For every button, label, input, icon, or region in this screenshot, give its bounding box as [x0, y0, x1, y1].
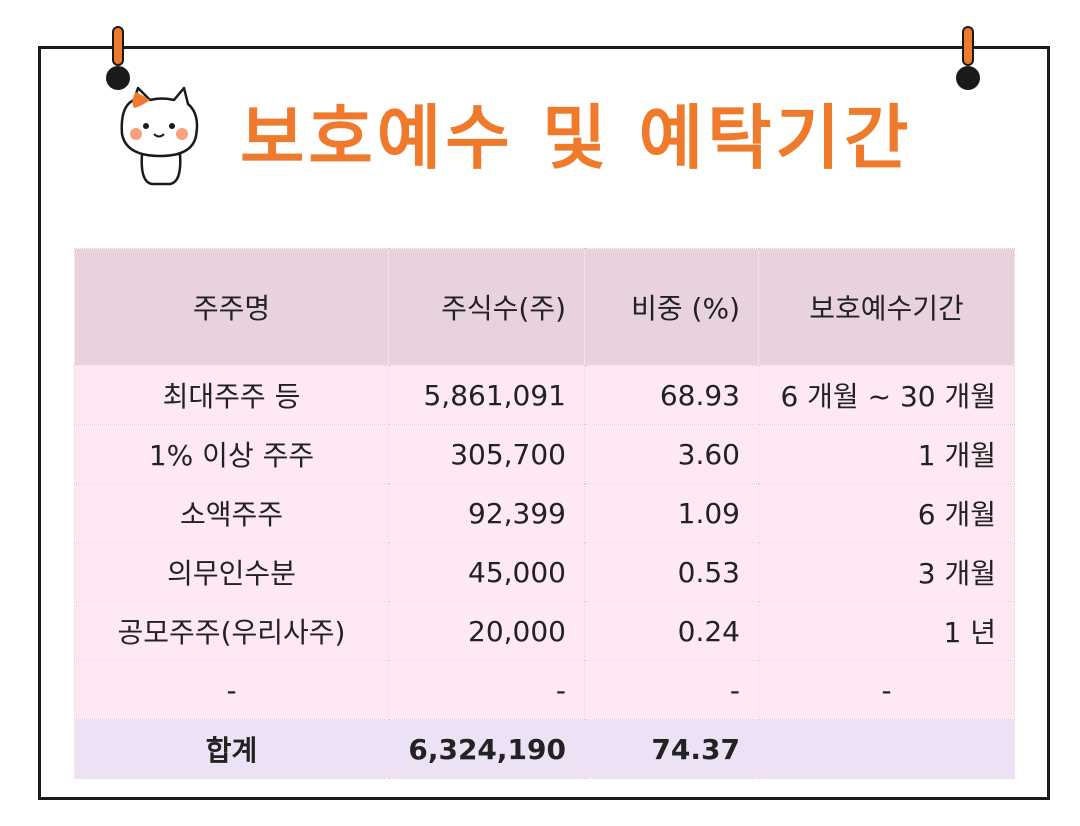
page-title: 보호예수 및 예탁기간	[240, 97, 913, 179]
table-row: - - - -	[74, 660, 1015, 720]
cell-ratio: 0.24	[584, 601, 759, 661]
cell-lockup-period: 1 년	[758, 601, 1015, 661]
cell-shareholder: 최대주주 등	[74, 365, 389, 425]
table-row: 소액주주 92,399 1.09 6 개월	[74, 483, 1015, 543]
binder-clip-left	[112, 26, 124, 66]
header-shareholder: 주주명	[74, 248, 389, 366]
cell-total-shares: 6,324,190	[388, 719, 585, 779]
header-shares: 주식수(주)	[388, 248, 585, 366]
cell-ratio: 68.93	[584, 365, 759, 425]
cell-shares: 305,700	[388, 424, 585, 484]
cell-lockup-period: 3 개월	[758, 542, 1015, 602]
cell-shares: 5,861,091	[388, 365, 585, 425]
cell-ratio: 1.09	[584, 483, 759, 543]
pushpin-left-icon	[106, 66, 130, 90]
cell-total-ratio: 74.37	[584, 719, 759, 779]
table-header-row: 주주명 주식수(주) 비중 (%) 보호예수기간	[74, 248, 1015, 366]
pushpin-right-icon	[956, 66, 980, 90]
lockup-table: 주주명 주식수(주) 비중 (%) 보호예수기간 최대주주 등 5,861,09…	[74, 248, 1015, 779]
cell-shares: 45,000	[388, 542, 585, 602]
cell-shareholder: 공모주주(우리사주)	[74, 601, 389, 661]
cell-lockup-period: -	[758, 660, 1015, 720]
cell-shares: 20,000	[388, 601, 585, 661]
cell-ratio: 0.53	[584, 542, 759, 602]
cell-shares: 92,399	[388, 483, 585, 543]
cell-ratio: 3.60	[584, 424, 759, 484]
table-row: 의무인수분 45,000 0.53 3 개월	[74, 542, 1015, 602]
cell-total-period	[758, 719, 1015, 779]
cell-shareholder: -	[74, 660, 389, 720]
cell-total-label: 합계	[74, 719, 389, 779]
table-row: 1% 이상 주주 305,700 3.60 1 개월	[74, 424, 1015, 484]
header-lockup-period: 보호예수기간	[758, 248, 1015, 366]
binder-clip-right	[962, 26, 974, 66]
cat-mascot-icon	[120, 86, 199, 186]
header-ratio: 비중 (%)	[584, 248, 759, 366]
table-row: 최대주주 등 5,861,091 68.93 6 개월 ~ 30 개월	[74, 365, 1015, 425]
cell-shareholder: 의무인수분	[74, 542, 389, 602]
cell-ratio: -	[584, 660, 759, 720]
cell-shares: -	[388, 660, 585, 720]
cell-lockup-period: 6 개월	[758, 483, 1015, 543]
cell-lockup-period: 1 개월	[758, 424, 1015, 484]
cell-lockup-period: 6 개월 ~ 30 개월	[758, 365, 1015, 425]
cell-shareholder: 1% 이상 주주	[74, 424, 389, 484]
table-row: 공모주주(우리사주) 20,000 0.24 1 년	[74, 601, 1015, 661]
table-total-row: 합계 6,324,190 74.37	[74, 719, 1015, 779]
cell-shareholder: 소액주주	[74, 483, 389, 543]
